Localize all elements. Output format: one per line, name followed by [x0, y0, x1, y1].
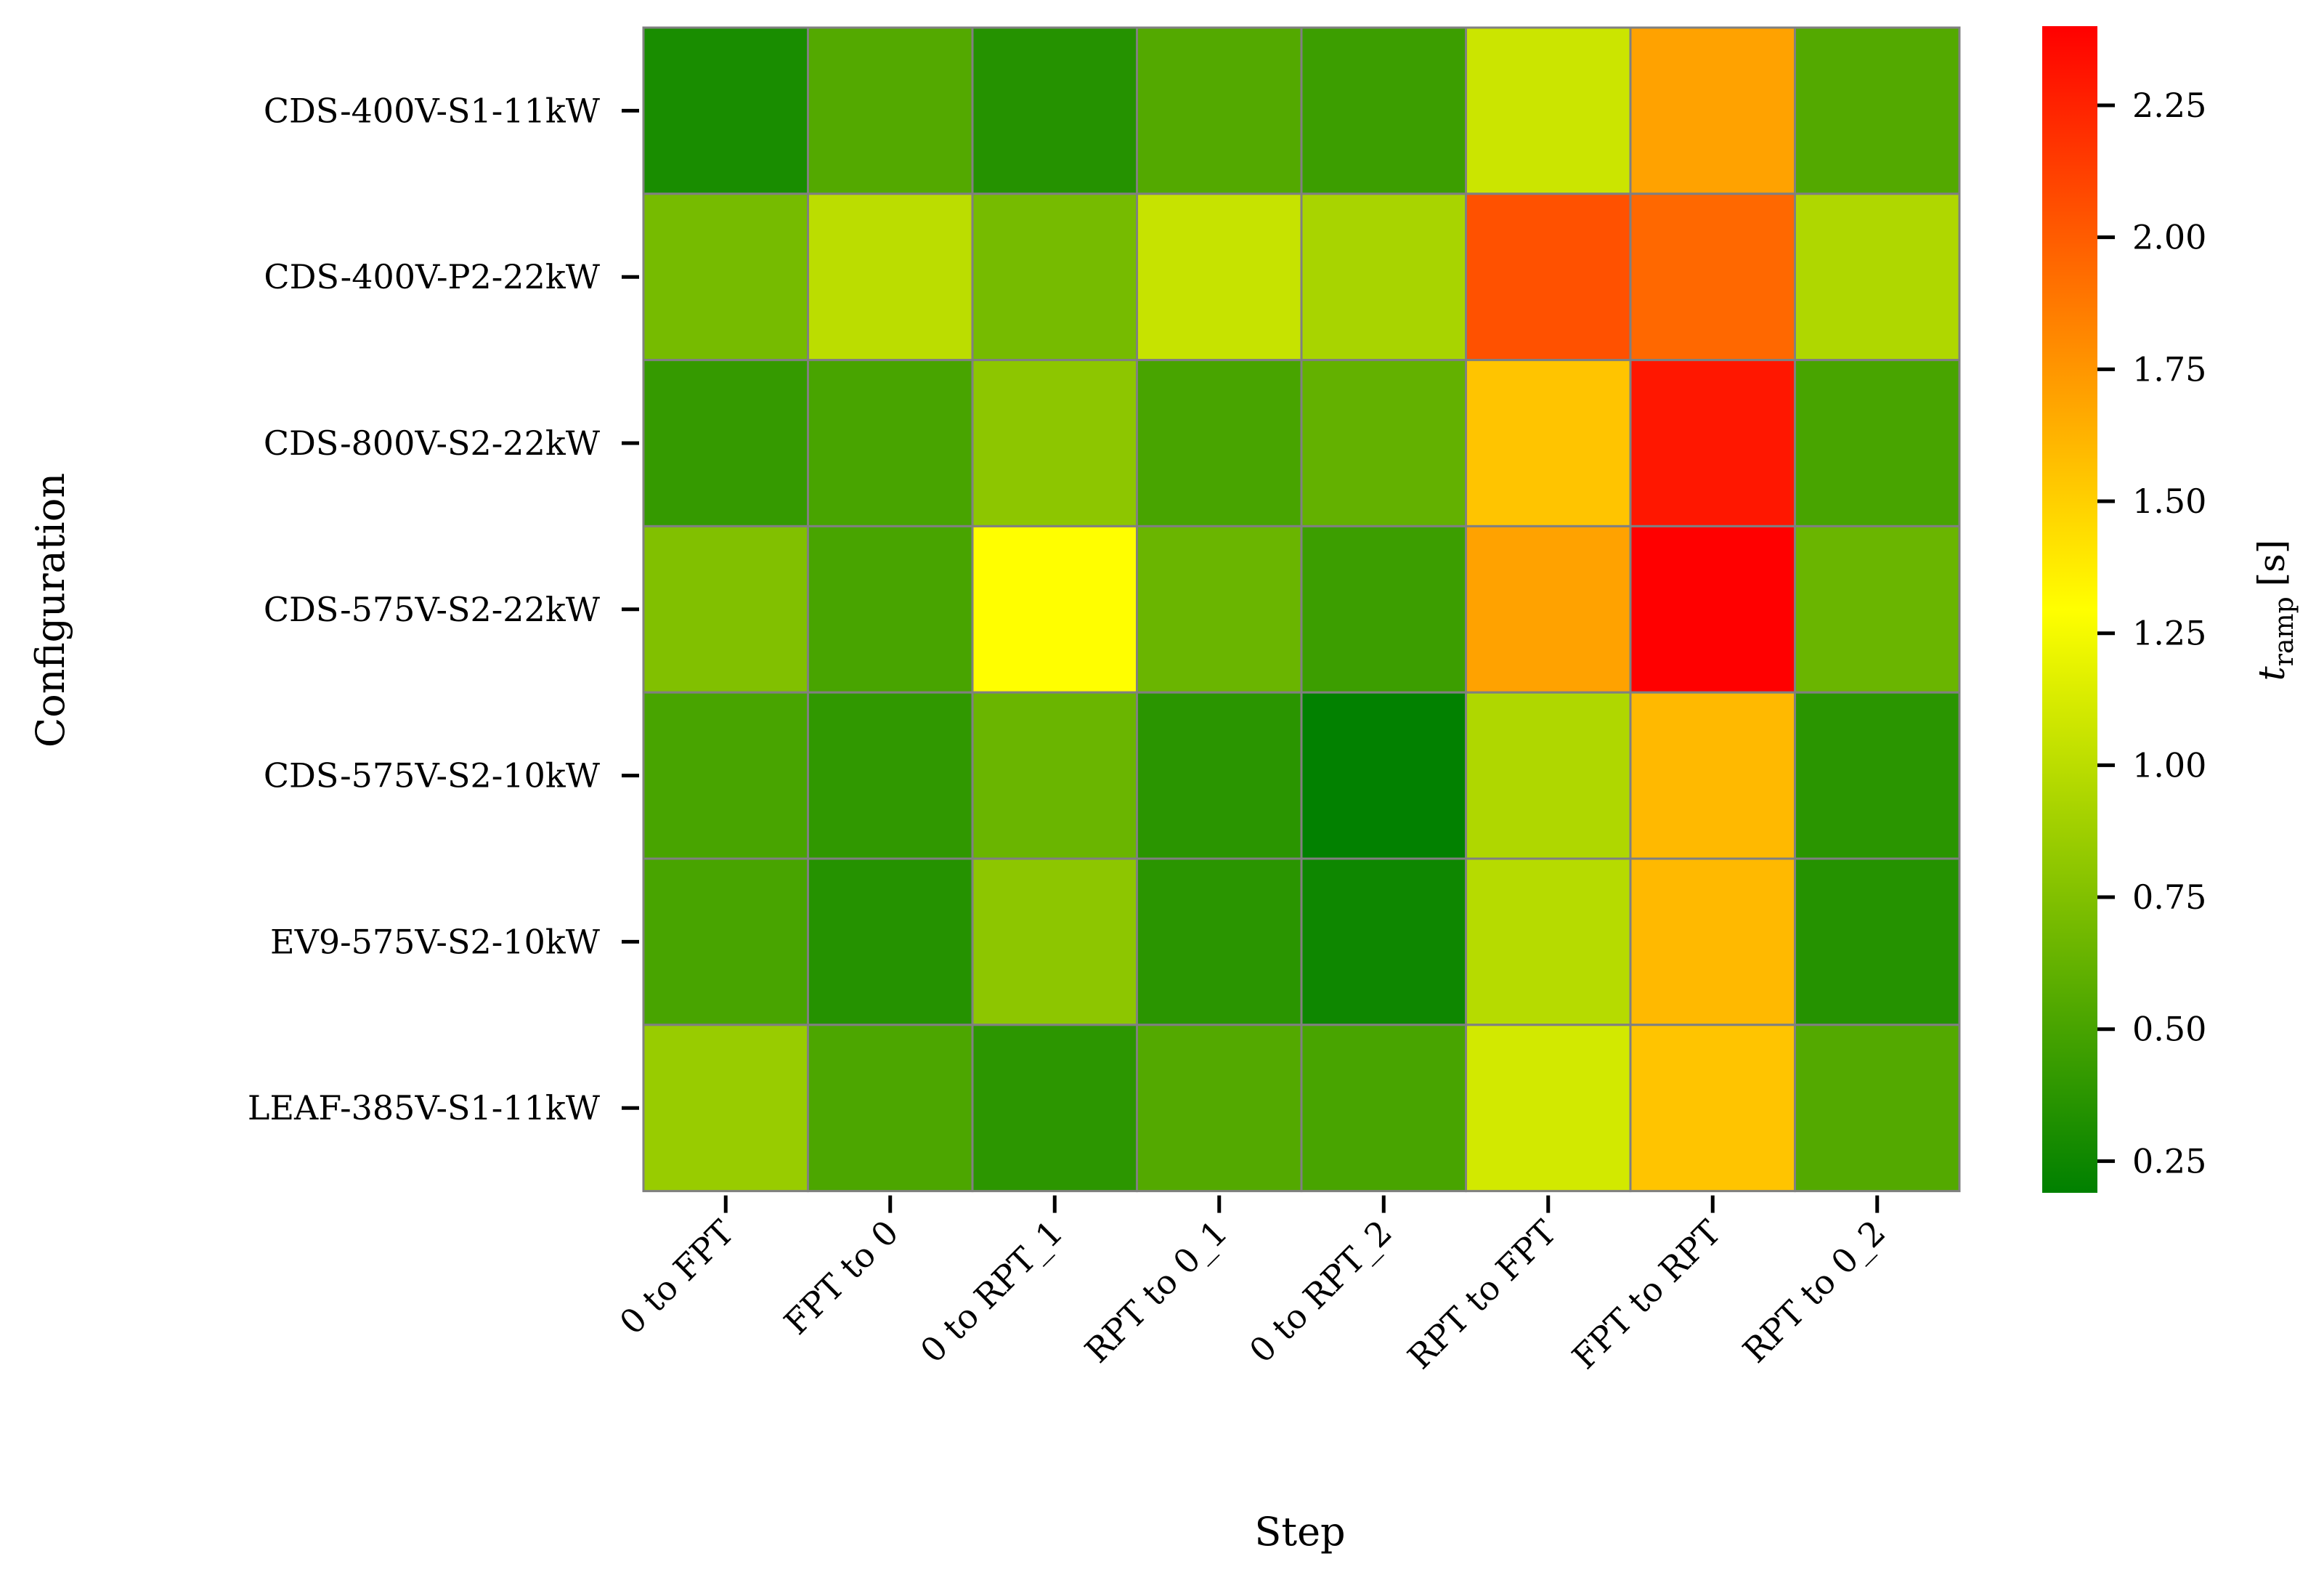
heatmap-cell [1465, 359, 1632, 527]
y-tick-label: LEAF-385V-S1-11kW [248, 1088, 601, 1127]
colorbar-label-symbol: t [2251, 665, 2293, 681]
colorbar-label-unit: [s] [2251, 540, 2293, 587]
heatmap-cell [807, 1024, 974, 1193]
heatmap-cell [1300, 1024, 1467, 1193]
y-axis-label: Configuration [28, 473, 73, 748]
colorbar-tick-label: 1.25 [2132, 614, 2206, 653]
heatmap-cell [1465, 26, 1632, 195]
y-axis-ticks: CDS-400V-S1-11kW CDS-400V-P2-22kW CDS-800V… [248, 91, 639, 1127]
x-tick-label: 0 to RPT_2 [1242, 1212, 1399, 1370]
heatmap-cell [1136, 193, 1303, 362]
heatmap-cell [971, 1024, 1138, 1193]
heatmap-cell [971, 359, 1138, 527]
heatmap-cell [807, 193, 974, 362]
heatmap-cell [642, 359, 809, 527]
x-tick-label: 0 to FPT [612, 1212, 742, 1342]
colorbar-tick-label: 1.50 [2132, 482, 2206, 521]
heatmap-cell [1794, 857, 1961, 1026]
colorbar-tick-label: 0.25 [2132, 1141, 2206, 1180]
heatmap-cell [1629, 193, 1796, 362]
heatmap-cell [1300, 857, 1467, 1026]
heatmap-cell [1300, 524, 1467, 694]
colorbar-tick-label: 2.25 [2132, 86, 2206, 125]
heatmap-cell [1136, 1024, 1303, 1193]
heatmap-cell [1794, 524, 1961, 694]
heatmap-cell [807, 524, 974, 694]
heatmap-cell [971, 857, 1138, 1026]
heatmap-cell [1465, 691, 1632, 860]
x-axis-label: Step [1254, 1509, 1345, 1555]
x-tick-label: RPT to FPT [1400, 1212, 1564, 1377]
colorbar-tick-label: 2.00 [2132, 218, 2206, 257]
heatmap-cell [807, 691, 974, 860]
heatmap-cell [642, 524, 809, 694]
y-tick-label: CDS-800V-S2-22kW [264, 424, 601, 463]
heatmap-cell [1136, 857, 1303, 1026]
heatmap-cell [1465, 524, 1632, 694]
heatmap-cell [1300, 193, 1467, 362]
heatmap-cell [1465, 193, 1632, 362]
x-tick-label: FPT to 0 [776, 1212, 906, 1342]
colorbar-tick-label: 1.75 [2132, 349, 2206, 389]
heatmap-cell [642, 857, 809, 1026]
colorbar-tick-label: 0.50 [2132, 1010, 2206, 1049]
heatmap-cell [1629, 857, 1796, 1026]
colorbar-gradient [2042, 26, 2097, 1193]
heatmap-cell [971, 26, 1138, 195]
heatmap-cell [1629, 359, 1796, 527]
heatmap-cell [1136, 691, 1303, 860]
heatmap-cell [1465, 1024, 1632, 1193]
colorbar-tick-label: 0.75 [2132, 878, 2206, 917]
heatmap-cell [971, 193, 1138, 362]
colorbar-tick-label: 1.00 [2132, 745, 2206, 785]
heatmap-cell [1794, 691, 1961, 860]
heatmap-cell [1629, 26, 1796, 195]
x-tick-label: RPT to 0_1 [1077, 1212, 1235, 1370]
heatmap-cell [1794, 1024, 1961, 1193]
heatmap-cell [1629, 1024, 1796, 1193]
heatmap-cell [1629, 691, 1796, 860]
heatmap-cell [1794, 359, 1961, 527]
y-tick-label: EV9-575V-S2-10kW [270, 922, 601, 961]
heatmap-cell [1136, 26, 1303, 195]
heatmap-cell [1300, 359, 1467, 527]
y-tick-label: CDS-575V-S2-10kW [264, 756, 601, 795]
x-tick-label: FPT to RPT [1564, 1212, 1728, 1377]
heatmap-cell [1136, 524, 1303, 694]
heatmap-cell [1136, 359, 1303, 527]
heatmap-cell [1629, 524, 1796, 694]
x-tick-label: 0 to RPT_1 [913, 1212, 1070, 1370]
heatmap-cell [642, 193, 809, 362]
heatmap-cell [642, 691, 809, 860]
y-tick-label: CDS-575V-S2-22kW [264, 590, 601, 629]
heatmap-cell [807, 359, 974, 527]
colorbar-label-subscript: ramp [2270, 596, 2299, 666]
heatmap-cell [1794, 26, 1961, 195]
heatmap-cell [642, 26, 809, 195]
heatmap-cell [642, 1024, 809, 1193]
heatmap-cell [1300, 26, 1467, 195]
heatmap-cell [971, 691, 1138, 860]
heatmap-cell [807, 26, 974, 195]
colorbar-ticks: 0.25 0.50 0.75 1.00 1.25 1.50 1.75 2.00 2.25 [2097, 86, 2206, 1180]
colorbar-label: tramp [s] [2251, 540, 2299, 681]
heatmap-cell [971, 524, 1138, 694]
heatmap-cells [642, 26, 1961, 1193]
heatmap-cell [1794, 193, 1961, 362]
heatmap-cell [807, 857, 974, 1026]
y-tick-label: CDS-400V-P2-22kW [264, 257, 600, 296]
heatmap-cell [1300, 691, 1467, 860]
colorbar: 0.25 0.50 0.75 1.00 1.25 1.50 1.75 2.00 2.25 tra… [2042, 26, 2299, 1193]
x-tick-label: RPT to 0_2 [1735, 1212, 1893, 1370]
y-tick-label: CDS-400V-S1-11kW [264, 91, 601, 130]
heatmap-cell [1465, 857, 1632, 1026]
